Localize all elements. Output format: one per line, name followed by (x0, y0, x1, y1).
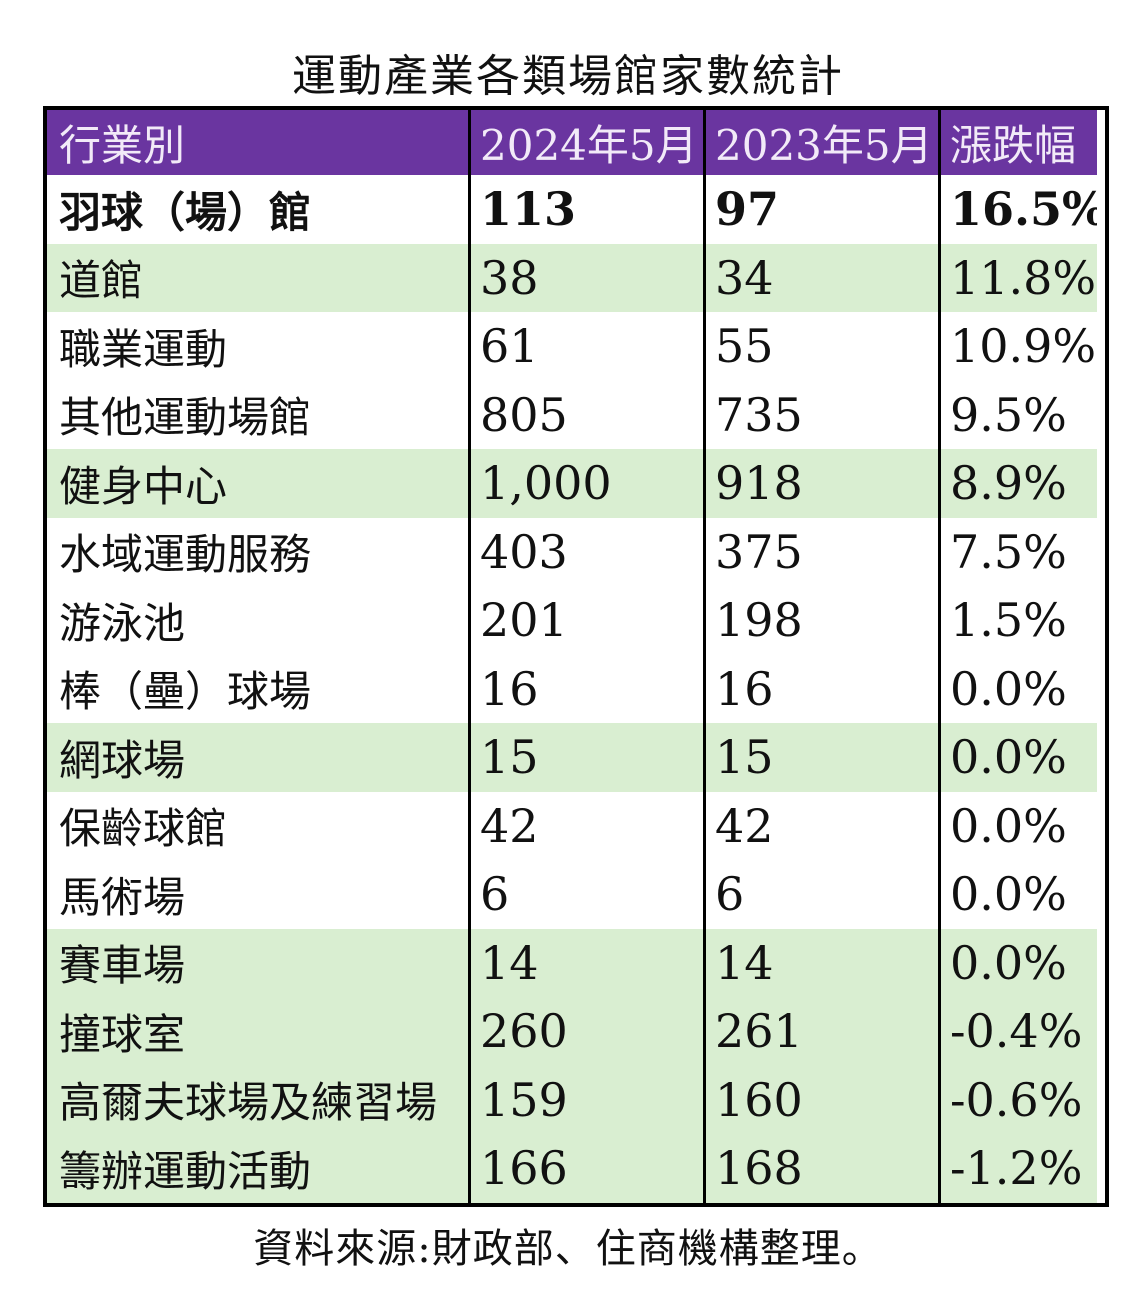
value-2023-cell: 198 (703, 586, 938, 655)
industry-cell: 賽車場 (47, 928, 468, 997)
value-2023-cell: 6 (703, 860, 938, 929)
table-row: 高爾夫球場及練習場 159 160 -0.6% (47, 1065, 1105, 1134)
industry-cell: 道館 (47, 243, 468, 312)
value-2024-cell: 403 (468, 517, 703, 586)
change-cell: -0.6% (938, 1065, 1097, 1134)
value-2023-cell: 55 (703, 312, 938, 381)
table-row: 羽球（場）館 113 97 16.5% (47, 175, 1105, 244)
table-row: 棒（壘）球場 16 16 0.0% (47, 654, 1105, 723)
value-2024-cell: 14 (468, 928, 703, 997)
change-cell: -1.2% (938, 1134, 1097, 1203)
value-2023-cell: 160 (703, 1065, 938, 1134)
industry-cell: 游泳池 (59, 598, 186, 648)
value-2024-cell: 1,000 (468, 449, 703, 518)
column-header-2024: 2024年5月 (468, 110, 703, 175)
change-cell: 0.0% (938, 654, 1097, 723)
value-2024-cell: 42 (468, 791, 703, 860)
value-2024-cell: 166 (468, 1134, 703, 1203)
change-cell: 10.9% (938, 312, 1097, 381)
value-2024-cell: 113 (468, 175, 703, 244)
industry-cell: 籌辦運動活動 (47, 1134, 468, 1203)
table-row: 健身中心 1,000 918 8.9% (47, 449, 1105, 518)
table-row: 水域運動服務 403 375 7.5% (47, 517, 1105, 586)
value-2023-cell: 14 (703, 928, 938, 997)
value-2023-cell: 168 (703, 1134, 938, 1203)
value-2023-cell: 735 (703, 380, 938, 449)
table-header-row: 行業別 2024年5月 2023年5月 漲跌幅 (47, 110, 1105, 175)
value-2024-cell: 61 (468, 312, 703, 381)
industry-cell: 保齡球館 (59, 804, 228, 854)
table-row: 籌辦運動活動 166 168 -1.2% (47, 1134, 1105, 1203)
value-2023-cell: 42 (703, 791, 938, 860)
table-row: 賽車場 14 14 0.0% (47, 928, 1105, 997)
value-2024-cell: 15 (468, 723, 703, 792)
column-header-change: 漲跌幅 (938, 110, 1097, 175)
change-cell: 0.0% (938, 860, 1097, 929)
change-cell: 16.5% (938, 175, 1097, 244)
change-cell: 11.8% (938, 243, 1097, 312)
industry-cell: 馬術場 (59, 872, 186, 922)
value-2023-cell: 261 (703, 997, 938, 1066)
change-cell: 1.5% (938, 586, 1097, 655)
industry-cell: 棒（壘）球場 (59, 667, 312, 717)
value-2023-cell: 16 (703, 654, 938, 723)
industry-cell: 其他運動場館 (59, 393, 312, 443)
table-row: 保齡球館 42 42 0.0% (47, 791, 1105, 860)
change-cell: 8.9% (938, 449, 1097, 518)
industry-cell: 羽球（場）館 (59, 187, 312, 237)
value-2023-cell: 34 (703, 243, 938, 312)
value-2023-cell: 97 (703, 175, 938, 244)
value-2023-cell: 375 (703, 517, 938, 586)
industry-cell: 網球場 (47, 723, 468, 792)
value-2024-cell: 201 (468, 586, 703, 655)
value-2023-cell: 15 (703, 723, 938, 792)
value-2023-cell: 918 (703, 449, 938, 518)
change-cell: 0.0% (938, 723, 1097, 792)
industry-cell: 撞球室 (47, 997, 468, 1066)
table-row: 游泳池 201 198 1.5% (47, 586, 1105, 655)
value-2024-cell: 805 (468, 380, 703, 449)
change-cell: 0.0% (938, 928, 1097, 997)
value-2024-cell: 159 (468, 1065, 703, 1134)
table-row: 道館 38 34 11.8% (47, 243, 1105, 312)
table-row: 網球場 15 15 0.0% (47, 723, 1105, 792)
column-header-industry: 行業別 (47, 110, 468, 175)
change-cell: 0.0% (938, 791, 1097, 860)
change-cell: -0.4% (938, 997, 1097, 1066)
statistics-table: 行業別 2024年5月 2023年5月 漲跌幅 羽球（場）館 113 97 16… (43, 106, 1109, 1207)
industry-cell: 高爾夫球場及練習場 (47, 1065, 468, 1134)
table-row: 職業運動 61 55 10.9% (47, 312, 1105, 381)
value-2024-cell: 16 (468, 654, 703, 723)
industry-cell: 職業運動 (59, 324, 228, 374)
change-cell: 9.5% (938, 380, 1097, 449)
value-2024-cell: 38 (468, 243, 703, 312)
industry-cell: 健身中心 (47, 449, 468, 518)
column-header-2023: 2023年5月 (703, 110, 938, 175)
value-2024-cell: 6 (468, 860, 703, 929)
industry-cell: 水域運動服務 (59, 530, 312, 580)
page-title: 運動產業各類場館家數統計 (292, 51, 844, 102)
change-cell: 7.5% (938, 517, 1097, 586)
source-note: 資料來源:財政部、住商機構整理。 (253, 1226, 883, 1272)
table-row: 撞球室 260 261 -0.4% (47, 997, 1105, 1066)
table-row: 其他運動場館 805 735 9.5% (47, 380, 1105, 449)
table-row: 馬術場 6 6 0.0% (47, 860, 1105, 929)
value-2024-cell: 260 (468, 997, 703, 1066)
